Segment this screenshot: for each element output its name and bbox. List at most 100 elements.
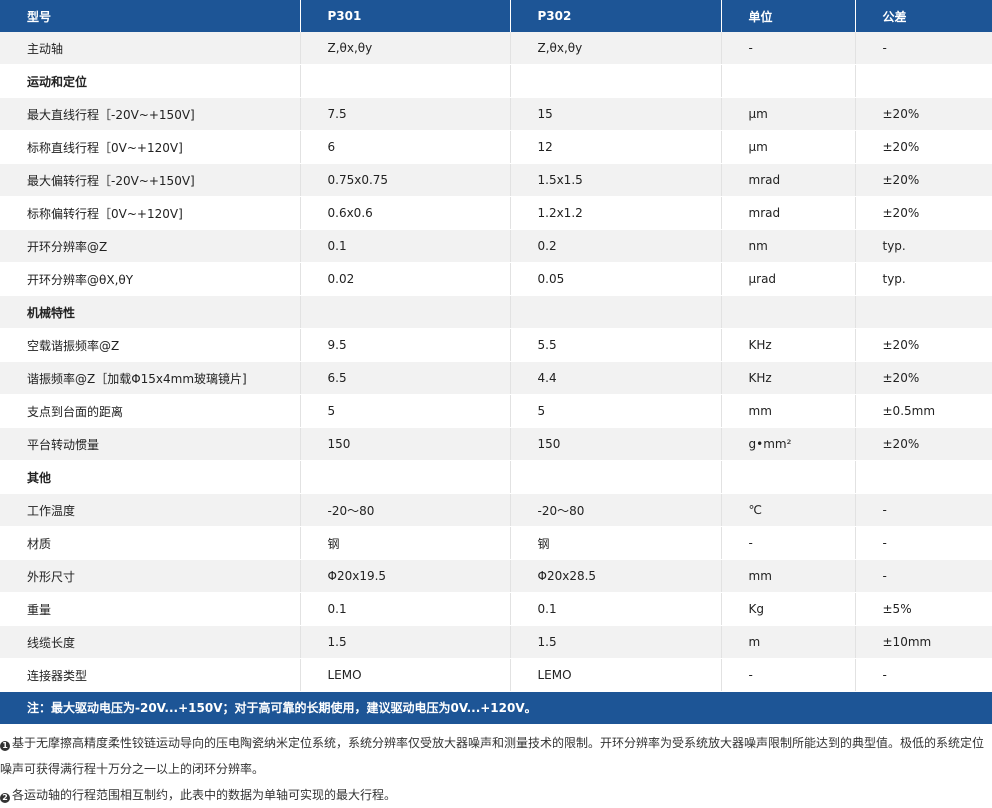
cell-parameter: 线缆长度 xyxy=(0,625,301,659)
cell-parameter: 外形尺寸 xyxy=(0,559,301,593)
cell-p302: -20～80 xyxy=(510,493,722,527)
cell-tolerance: - xyxy=(855,493,992,527)
cell-tolerance xyxy=(855,295,992,329)
cell-tolerance: ±0.5mm xyxy=(855,394,992,428)
table-row: 工作温度 -20～80 -20～80 ℃ - xyxy=(0,493,992,527)
cell-p301: 0.6x0.6 xyxy=(300,196,511,230)
cell-unit: mm xyxy=(721,559,856,593)
cell-p301: 0.02 xyxy=(300,262,511,296)
cell-tolerance: - xyxy=(855,559,992,593)
header-model: 型号 xyxy=(0,0,301,32)
header-unit: 单位 xyxy=(721,0,856,32)
section-title: 其他 xyxy=(0,460,301,494)
cell-unit: ℃ xyxy=(721,493,856,527)
voltage-note: 注：最大驱动电压为-20V...+150V；对于高可靠的长期使用，建议驱动电压为… xyxy=(0,692,992,724)
cell-p302: 钢 xyxy=(510,526,722,560)
header-tolerance: 公差 xyxy=(855,0,992,32)
footnote-marker-1: 1 xyxy=(0,741,10,751)
cell-unit: KHz xyxy=(721,328,856,362)
footnote-marker-2: 2 xyxy=(0,793,10,803)
cell-unit: mm xyxy=(721,394,856,428)
cell-p302: 15 xyxy=(510,97,722,131)
cell-unit: μrad xyxy=(721,262,856,296)
cell-p301: -20～80 xyxy=(300,493,511,527)
cell-p301: 7.5 xyxy=(300,97,511,131)
cell-parameter: 谐振频率@Z［加载Φ15x4mm玻璃镜片] xyxy=(0,361,301,395)
cell-unit: Kg xyxy=(721,592,856,626)
header-row: 型号 P301 P302 单位 公差 xyxy=(0,0,992,32)
section-row: 机械特性 xyxy=(0,295,992,329)
cell-p301: LEMO xyxy=(300,658,511,692)
cell-tolerance xyxy=(855,460,992,494)
section-title: 机械特性 xyxy=(0,295,301,329)
footnote-2: 2 各运动轴的行程范围相互制约，此表中的数据为单轴可实现的最大行程。 xyxy=(0,782,992,808)
cell-p302: 1.5 xyxy=(510,625,722,659)
table-row: 开环分辨率@Z 0.1 0.2 nm typ. xyxy=(0,229,992,263)
table-row: 支点到台面的距离 5 5 mm ±0.5mm xyxy=(0,394,992,428)
cell-p302: 0.1 xyxy=(510,592,722,626)
cell-parameter: 标称直线行程［0V~+120V] xyxy=(0,130,301,164)
cell-unit: - xyxy=(721,32,856,65)
cell-p301: Z,θx,θy xyxy=(300,32,511,65)
section-row: 运动和定位 xyxy=(0,64,992,98)
header-p302: P302 xyxy=(510,0,722,32)
cell-p301: 6 xyxy=(300,130,511,164)
cell-parameter: 平台转动惯量 xyxy=(0,427,301,461)
cell-p302: 1.2x1.2 xyxy=(510,196,722,230)
cell-tolerance: ±5% xyxy=(855,592,992,626)
table-row: 连接器类型 LEMO LEMO - - xyxy=(0,658,992,692)
footnote-1: 1 基于无摩擦高精度柔性铰链运动导向的压电陶瓷纳米定位系统，系统分辨率仅受放大器噪… xyxy=(0,730,992,782)
cell-p302: 4.4 xyxy=(510,361,722,395)
cell-parameter: 空载谐振频率@Z xyxy=(0,328,301,362)
cell-p302 xyxy=(510,460,722,494)
cell-tolerance: ±20% xyxy=(855,163,992,197)
cell-tolerance: typ. xyxy=(855,229,992,263)
table-row: 标称偏转行程［0V~+120V] 0.6x0.6 1.2x1.2 mrad ±20% xyxy=(0,196,992,230)
cell-p302: Φ20x28.5 xyxy=(510,559,722,593)
cell-tolerance: typ. xyxy=(855,262,992,296)
table-row: 标称直线行程［0V~+120V] 6 12 μm ±20% xyxy=(0,130,992,164)
cell-p301: 9.5 xyxy=(300,328,511,362)
footnote-text-1: 基于无摩擦高精度柔性铰链运动导向的压电陶瓷纳米定位系统，系统分辨率仅受放大器噪声… xyxy=(0,736,985,776)
table-row: 重量 0.1 0.1 Kg ±5% xyxy=(0,592,992,626)
cell-p301 xyxy=(300,460,511,494)
cell-unit xyxy=(721,64,856,98)
cell-p302: 5.5 xyxy=(510,328,722,362)
cell-p301: 150 xyxy=(300,427,511,461)
cell-parameter: 开环分辨率@θX,θY xyxy=(0,262,301,296)
cell-p301 xyxy=(300,64,511,98)
table-row: 开环分辨率@θX,θY 0.02 0.05 μrad typ. xyxy=(0,262,992,296)
table-row: 空载谐振频率@Z 9.5 5.5 KHz ±20% xyxy=(0,328,992,362)
cell-unit: - xyxy=(721,658,856,692)
cell-parameter: 最大偏转行程［-20V~+150V] xyxy=(0,163,301,197)
cell-p301: 0.75x0.75 xyxy=(300,163,511,197)
cell-unit: - xyxy=(721,526,856,560)
cell-p302: 0.2 xyxy=(510,229,722,263)
cell-unit: m xyxy=(721,625,856,659)
cell-parameter: 支点到台面的距离 xyxy=(0,394,301,428)
cell-p301: 钢 xyxy=(300,526,511,560)
section-title: 运动和定位 xyxy=(0,64,301,98)
cell-unit: nm xyxy=(721,229,856,263)
cell-p302: 5 xyxy=(510,394,722,428)
table-row: 最大偏转行程［-20V~+150V] 0.75x0.75 1.5x1.5 mrad ±2… xyxy=(0,163,992,197)
cell-tolerance: ±20% xyxy=(855,196,992,230)
cell-p301 xyxy=(300,295,511,329)
cell-tolerance: - xyxy=(855,32,992,65)
table-row: 材质钢钢 - - xyxy=(0,526,992,560)
cell-p301: 0.1 xyxy=(300,229,511,263)
cell-parameter: 主动轴 xyxy=(0,32,301,65)
cell-p302: 1.5x1.5 xyxy=(510,163,722,197)
cell-p302: 150 xyxy=(510,427,722,461)
cell-unit: KHz xyxy=(721,361,856,395)
footnote-text-2: 各运动轴的行程范围相互制约，此表中的数据为单轴可实现的最大行程。 xyxy=(12,788,397,802)
cell-p302: 0.05 xyxy=(510,262,722,296)
table-row: 主动轴 Z,θx,θy Z,θx,θy - - xyxy=(0,32,992,65)
table-row: 最大直线行程［-20V~+150V] 7.5 15 μm ±20% xyxy=(0,97,992,131)
cell-p302: Z,θx,θy xyxy=(510,32,722,65)
cell-unit: mrad xyxy=(721,163,856,197)
cell-parameter: 材质 xyxy=(0,526,301,560)
cell-p301: 1.5 xyxy=(300,625,511,659)
cell-tolerance: - xyxy=(855,658,992,692)
cell-unit: μm xyxy=(721,130,856,164)
